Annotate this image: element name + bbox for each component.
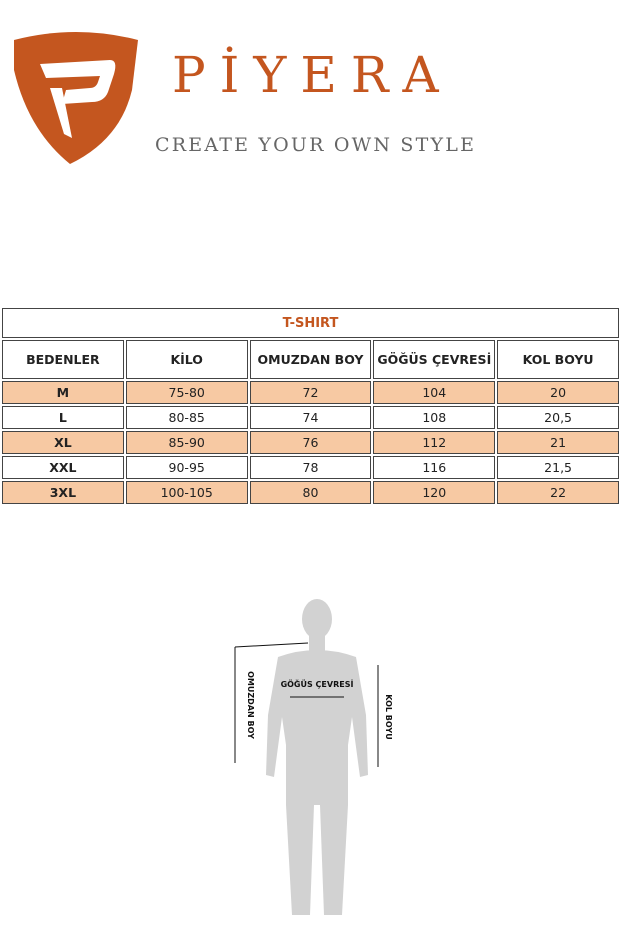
table-cell: XL — [2, 431, 124, 454]
body-figure: OMUZDAN BOY GÖĞÜS ÇEVRESİ KOL BOYU — [234, 599, 393, 915]
label-gogus: GÖĞÜS ÇEVRESİ — [281, 678, 354, 689]
table-body: T-SHIRT BEDENLER KİLO OMUZDAN BOY GÖĞÜS ÇEV… — [2, 308, 619, 504]
table-cell: 108 — [373, 406, 496, 429]
table-cell: 80 — [249, 481, 372, 504]
table-cell: 74 — [249, 406, 372, 429]
table-title: T-SHIRT — [2, 308, 619, 338]
table-cell: 78 — [249, 456, 372, 479]
table-cell: 112 — [373, 431, 496, 454]
column-header: GÖĞÜS ÇEVRESİ — [373, 340, 496, 379]
size-row: 3XL 100-105 80 120 22 — [2, 481, 619, 504]
slogan: CREATE YOUR OWN STYLE — [155, 134, 477, 156]
header-row: BEDENLER KİLO OMUZDAN BOY GÖĞÜS ÇEVRESİ KOL … — [2, 340, 619, 379]
table-cell: 20,5 — [497, 406, 619, 429]
brand-name: PİYERA — [172, 46, 453, 104]
table-cell: M — [2, 381, 124, 404]
table-cell: 116 — [373, 456, 496, 479]
table-cell: 120 — [373, 481, 496, 504]
logo — [14, 32, 138, 164]
table-cell: L — [2, 406, 124, 429]
size-row: M 75-80 72 104 20 — [2, 381, 619, 404]
label-kol: KOL BOYU — [384, 694, 393, 739]
column-header: KOL BOYU — [497, 340, 619, 379]
table-cell: 21 — [497, 431, 619, 454]
table-cell: 21,5 — [497, 456, 619, 479]
size-row: XL 85-90 76 112 21 — [2, 431, 619, 454]
table-cell: 90-95 — [125, 456, 248, 479]
column-header: KİLO — [125, 340, 248, 379]
title-row: T-SHIRT — [2, 308, 619, 338]
size-table: T-SHIRT BEDENLER KİLO OMUZDAN BOY GÖĞÜS ÇEV… — [0, 306, 621, 506]
column-header: OMUZDAN BOY — [249, 340, 372, 379]
label-omuzdan: OMUZDAN BOY — [246, 671, 255, 739]
table-cell: 22 — [497, 481, 619, 504]
table-cell: 76 — [249, 431, 372, 454]
table-cell: 75-80 — [125, 381, 248, 404]
table-cell: 3XL — [2, 481, 124, 504]
table-cell: 20 — [497, 381, 619, 404]
table-cell: 80-85 — [125, 406, 248, 429]
table-cell: 104 — [373, 381, 496, 404]
table-cell: 100-105 — [125, 481, 248, 504]
table-cell: XXL — [2, 456, 124, 479]
table-cell: 85-90 — [125, 431, 248, 454]
size-row: L 80-85 74 108 20,5 — [2, 406, 619, 429]
size-row: XXL 90-95 78 116 21,5 — [2, 456, 619, 479]
column-header: BEDENLER — [2, 340, 124, 379]
table-cell: 72 — [249, 381, 372, 404]
